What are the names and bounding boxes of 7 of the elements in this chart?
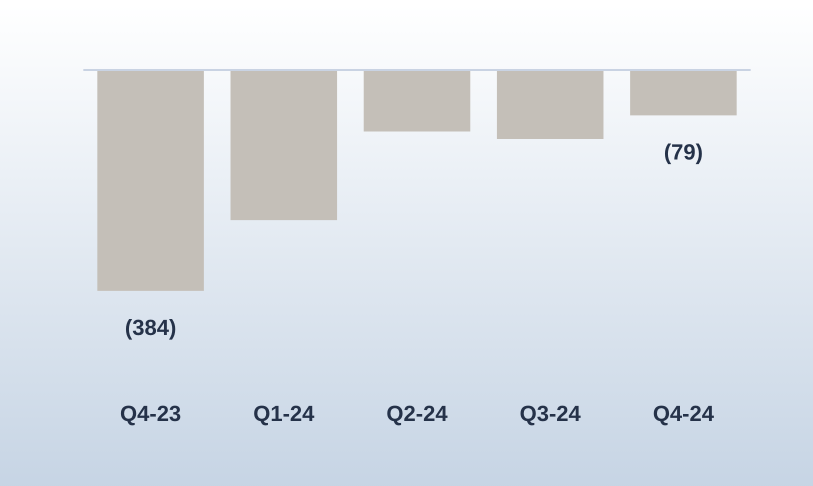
x-tick-label: Q4-24 <box>652 400 715 426</box>
x-tick-label: Q4-23 <box>120 400 182 426</box>
data-label: (384) <box>124 314 176 340</box>
data-label: (79) <box>664 139 703 164</box>
x-tick-label: Q3-24 <box>520 400 582 426</box>
x-tick-label: Q1-24 <box>253 400 316 426</box>
x-tick-label: Q2-24 <box>386 400 448 426</box>
